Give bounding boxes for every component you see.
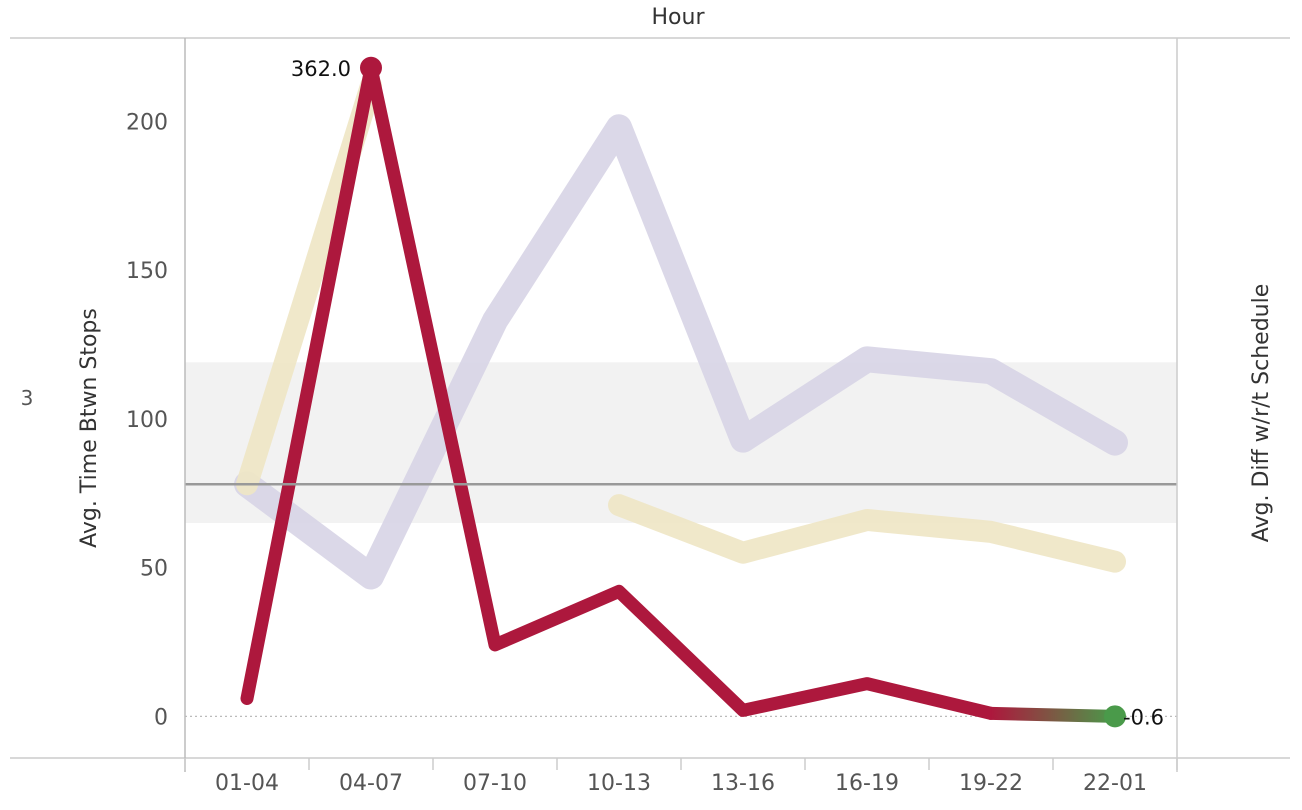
peak-data-label: 362.0	[291, 57, 351, 81]
x-tick-label: 22-01	[1083, 771, 1147, 796]
end-data-label: -0.6	[1123, 705, 1164, 729]
y-tick-label: 200	[126, 110, 168, 135]
x-tick-label: 10-13	[587, 771, 651, 796]
x-tick-label: 19-22	[959, 771, 1023, 796]
y-axis-title: Avg. Time Btwn Stops	[77, 308, 102, 548]
y-tick-label: 0	[154, 705, 168, 730]
x-tick-label: 04-07	[339, 771, 403, 796]
end-point	[1104, 705, 1126, 728]
y-tick-label: 50	[140, 557, 168, 582]
series-line-beige-2	[608, 494, 1126, 573]
x-tick-label: 13-16	[711, 771, 775, 796]
side-value-label: 3	[21, 386, 34, 410]
series-line-lavender	[234, 114, 1128, 590]
y2-axis-title: Avg. Diff w/r/t Schedule	[1249, 284, 1274, 543]
y-tick-label: 150	[126, 259, 168, 284]
x-tick-label: 07-10	[463, 771, 527, 796]
peak-point	[360, 56, 382, 79]
series-line-main-end-segment	[984, 706, 1122, 723]
top-axis-title: Hour	[652, 5, 706, 30]
x-tick-label: 16-19	[835, 771, 899, 796]
y-tick-label: 100	[126, 408, 168, 433]
x-tick-label: 01-04	[215, 771, 279, 796]
